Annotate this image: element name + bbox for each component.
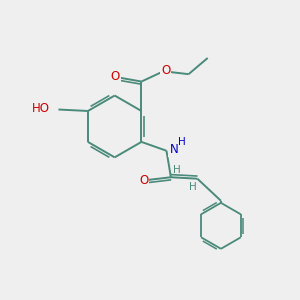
Text: H: H <box>178 137 186 148</box>
Text: O: O <box>110 70 120 83</box>
Text: O: O <box>139 174 148 187</box>
Text: HO: HO <box>32 102 50 116</box>
Text: H: H <box>173 165 181 175</box>
Text: H: H <box>189 182 197 192</box>
Text: N: N <box>169 143 178 156</box>
Text: O: O <box>161 64 170 77</box>
